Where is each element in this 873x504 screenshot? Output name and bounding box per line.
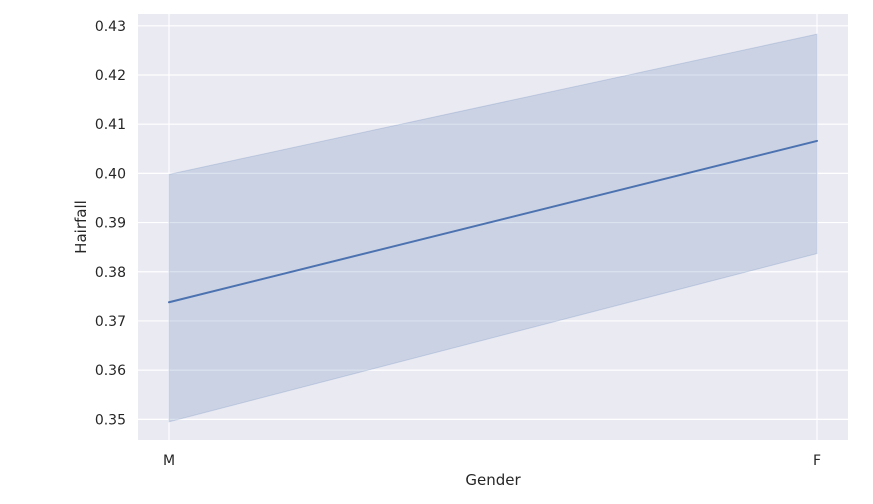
y-tick-label: 0.37 bbox=[95, 314, 126, 330]
y-tick-label: 0.43 bbox=[95, 19, 126, 35]
y-tick-label: 0.40 bbox=[95, 166, 126, 182]
y-tick-label: 0.39 bbox=[95, 216, 126, 232]
y-axis-title: Hairfall bbox=[72, 200, 90, 254]
x-tick-label: F bbox=[813, 453, 821, 469]
y-tick-label: 0.42 bbox=[95, 68, 126, 84]
y-tick-label: 0.35 bbox=[95, 412, 126, 428]
y-tick-label: 0.36 bbox=[95, 363, 126, 379]
y-tick-labels: 0.35 0.36 0.37 0.38 0.39 0.40 0.41 0.42 0.43 bbox=[95, 19, 126, 429]
y-tick-label: 0.38 bbox=[95, 265, 126, 281]
y-tick-label: 0.41 bbox=[95, 117, 126, 133]
x-tick-label: M bbox=[163, 453, 175, 469]
x-axis-title: Gender bbox=[465, 471, 521, 489]
